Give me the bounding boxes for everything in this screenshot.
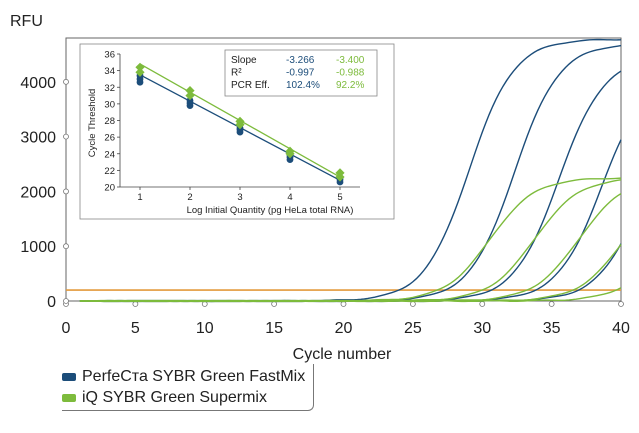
- inset-x-tick-label: 2: [187, 192, 192, 203]
- y-tick-label: 3000: [20, 130, 56, 147]
- stats-label: R²: [231, 68, 242, 79]
- stats-value-perfecta: -3.266: [286, 55, 315, 66]
- stats-value-perfecta: 102.4%: [286, 80, 320, 91]
- inset-y-tick-label: 28: [104, 116, 115, 127]
- inset-y-tick-label: 26: [104, 133, 115, 144]
- x-tick-label: 15: [265, 320, 283, 337]
- x-tick-label: 30: [473, 320, 491, 337]
- x-tick-marker: [548, 301, 555, 307]
- x-axis-title: Cycle number: [293, 346, 392, 363]
- inset-y-tick-label: 32: [104, 83, 115, 94]
- x-tick-label: 35: [543, 320, 561, 337]
- x-tick-marker: [201, 301, 208, 307]
- y-tick-label: 1000: [20, 239, 56, 256]
- x-tick-label: 5: [131, 320, 140, 337]
- legend-item-perfecta: PerfeCта SYBR Green FastMix: [62, 366, 305, 387]
- legend-label-iq: iQ SYBR Green Supermix: [82, 388, 267, 406]
- legend-item-iq: iQ SYBR Green Supermix: [62, 387, 305, 408]
- amplification-curve-perfecta: [79, 243, 622, 303]
- amplification-curve-iq: [79, 244, 622, 303]
- inset-x-tick-label: 3: [237, 192, 242, 203]
- inset-x-axis-title: Log Initial Quantity (pg HeLa total RNA): [187, 205, 354, 216]
- inset-y-tick-label: 24: [104, 149, 115, 160]
- inset-y-tick-label: 20: [104, 183, 115, 194]
- inset-y-tick-label: 34: [104, 66, 115, 77]
- stats-label: Slope: [231, 55, 257, 66]
- inset-y-tick-label: 22: [104, 166, 115, 177]
- inset-x-tick-label: 5: [337, 192, 342, 203]
- inset-point-iq: [285, 146, 295, 156]
- stats-frame: [224, 49, 378, 97]
- y-tick-label: 4000: [20, 75, 56, 92]
- y-tick-marker: [63, 78, 69, 85]
- inset-point-iq: [235, 116, 245, 126]
- x-tick-marker: [409, 301, 416, 307]
- stats-value-iq: 92.2%: [336, 80, 364, 91]
- y-tick-label: 0: [47, 294, 56, 311]
- y-tick-marker: [63, 133, 69, 140]
- legend: PerfeCта SYBR Green FastMix iQ SYBR Gree…: [62, 364, 315, 411]
- y-axis-title: RFU: [10, 13, 43, 30]
- x-tick-marker: [132, 301, 139, 307]
- y-tick-marker: [63, 188, 69, 195]
- standard-curve-inset: Log Initial Quantity (pg HeLa total RNA)…: [79, 43, 395, 220]
- stats-value-iq: -3.400: [336, 55, 365, 66]
- inset-point-iq: [185, 85, 195, 96]
- legend-swatch-perfecta: [62, 372, 76, 381]
- inset-y-tick-label: 30: [104, 99, 115, 110]
- x-tick-marker: [340, 301, 347, 307]
- legend-swatch-iq: [62, 393, 76, 402]
- y-tick-label: 2000: [20, 184, 56, 201]
- y-tick-marker: [63, 243, 69, 250]
- inset-point-perfecta: [186, 97, 194, 104]
- inset-point-iq: [185, 90, 195, 101]
- x-tick-label: 40: [612, 320, 630, 337]
- x-tick-marker: [479, 301, 486, 307]
- x-tick-label: 10: [196, 320, 214, 337]
- stats-value-iq: -0.988: [336, 68, 365, 79]
- inset-x-tick-label: 4: [287, 192, 292, 203]
- inset-x-tick-label: 1: [137, 192, 142, 203]
- x-tick-label: 25: [404, 320, 422, 337]
- x-tick-label: 0: [62, 320, 71, 337]
- stats-value-perfecta: -0.997: [286, 68, 315, 79]
- inset-y-tick-label: 36: [104, 50, 115, 61]
- inset-point-iq: [135, 62, 145, 72]
- amplification-curve-iq: [79, 287, 622, 303]
- x-tick-marker: [618, 301, 624, 307]
- stats-table: Slope -3.266 -3.400 R² -0.997 -0.988 PCR Eff. 1…: [224, 49, 378, 97]
- stats-label: PCR Eff.: [231, 80, 270, 91]
- legend-label-perfecta: PerfeCта SYBR Green FastMix: [82, 367, 306, 385]
- inset-point-iq: [135, 67, 145, 77]
- inset-y-axis-title: Cycle Threshold: [87, 89, 98, 157]
- x-tick-marker: [271, 301, 278, 307]
- inset-point-iq: [335, 168, 345, 178]
- y-tick-marker: [63, 298, 69, 304]
- x-tick-label: 20: [335, 320, 353, 337]
